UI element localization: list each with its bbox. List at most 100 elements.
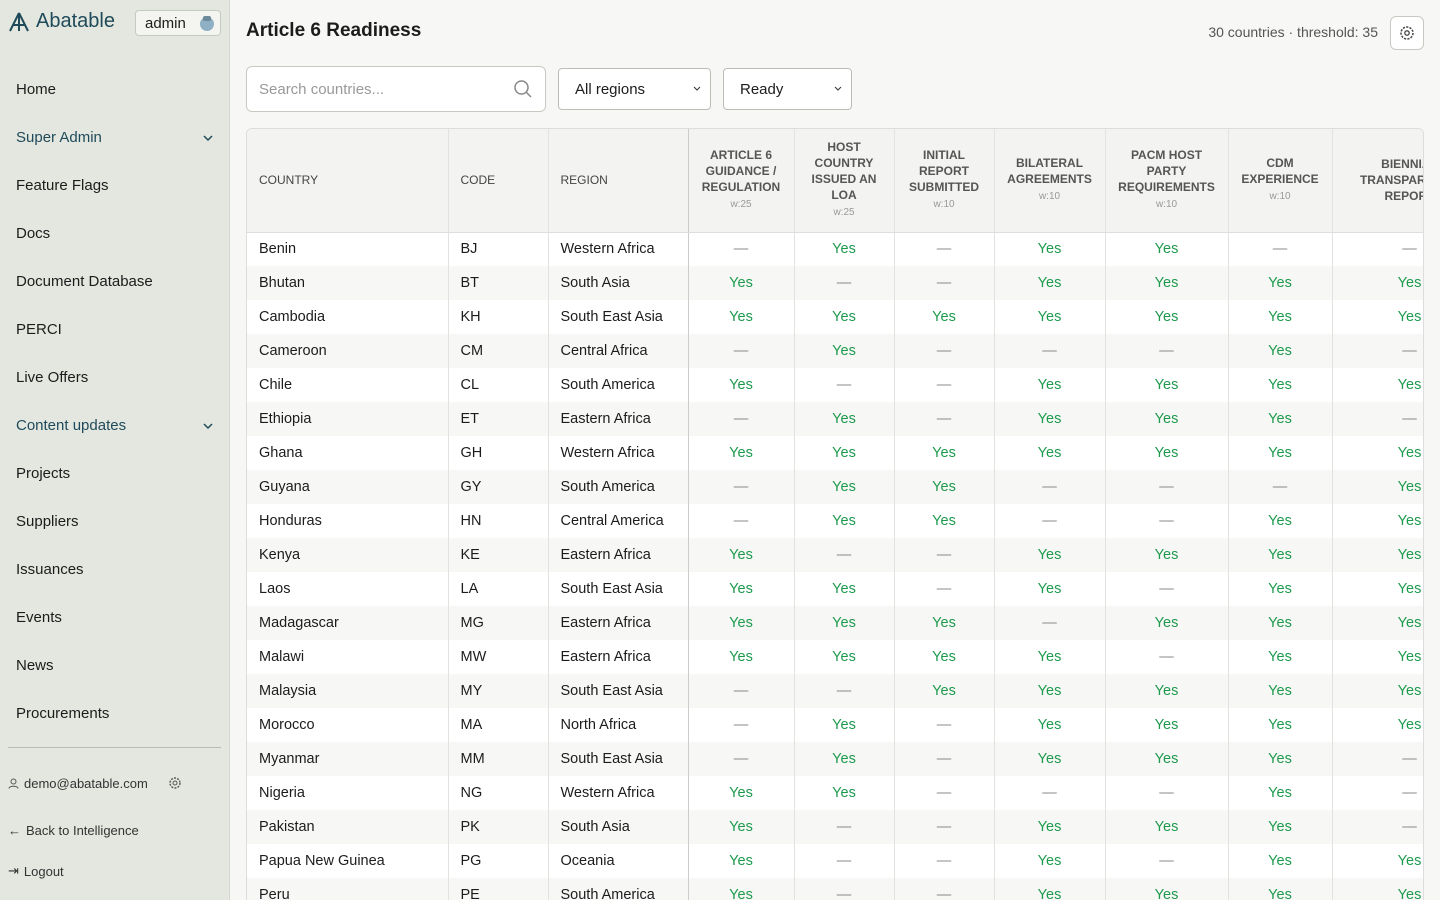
criterion-cell: — [688,334,795,368]
criterion-cell: Yes [994,300,1106,334]
criterion-cell: — [1332,810,1423,844]
back-link[interactable]: ← Back to Intelligence [8,823,139,838]
nav-item[interactable]: Projects [0,449,230,497]
logout-link[interactable]: ⇥ Logout [8,863,64,879]
criterion-cell: Yes [1332,606,1423,640]
region-cell: South America [548,368,689,402]
status-select[interactable]: Ready [723,68,852,110]
code-cell: MM [448,742,549,776]
column-header: CDM EXPERIENCE w:10 [1228,129,1333,233]
table-row: Kenya KE Eastern Africa Yes — — Yes Yes Yes Yes [247,538,1423,572]
status-value: Ready [740,80,784,98]
criterion-cell: Yes [994,708,1106,742]
criterion-cell: Yes [794,640,895,674]
criterion-cell: — [794,810,895,844]
column-header: BILATERAL AGREEMENTS w:10 [994,129,1106,233]
column-header: CODE [448,129,549,233]
nav-item[interactable]: News [0,641,230,689]
table-row: Cambodia KH South East Asia Yes Yes Yes Yes Yes… [247,300,1423,334]
readiness-table: COUNTRY CODE REGION ARTICLE 6 GUIDANCE / RE… [247,129,1423,900]
search-input[interactable]: Search countries... [246,66,546,112]
country-cell: Myanmar [247,742,449,776]
criterion-cell: — [688,708,795,742]
criterion-cell: — [1105,640,1229,674]
region-select[interactable]: All regions [558,68,711,110]
region-cell: Eastern Africa [548,538,689,572]
chevron [202,129,214,146]
nav-item[interactable]: Issuances [0,545,230,593]
criterion-cell: Yes [994,266,1106,300]
nav-item[interactable]: Live Offers [0,353,230,401]
nav-label: Procurements [16,704,110,722]
brand-name: Abatable [36,10,115,32]
nav-item[interactable]: Home [0,65,230,113]
criterion-cell: — [894,844,995,878]
criterion-cell: — [894,538,995,572]
nav-label: Super Admin [16,128,102,146]
nav-item[interactable]: Events [0,593,230,641]
criterion-cell: — [688,470,795,504]
nav-label: Projects [16,464,71,482]
table-row: Peru PE South America Yes — — Yes Yes Yes Yes [247,878,1423,900]
criterion-cell: Yes [1228,368,1333,402]
criterion-cell: Yes [1332,878,1423,900]
criterion-cell: Yes [994,538,1106,572]
brand[interactable]: Abatable [8,10,115,33]
table-row: Nigeria NG Western Africa Yes Yes — — — Yes — [247,776,1423,810]
code-cell: GY [448,470,549,504]
country-cell: Pakistan [247,810,449,844]
region-cell: South East Asia [548,742,689,776]
nav-item[interactable]: Feature Flags [0,161,230,209]
code-cell: CL [448,368,549,402]
criterion-cell: — [1332,232,1423,266]
criterion-cell: Yes [1105,878,1229,900]
column-weight: w:10 [1155,199,1178,211]
column-label: ARTICLE 6 GUIDANCE / REGULATION [701,148,781,195]
nav-item[interactable]: Procurements [0,689,230,737]
criterion-cell: Yes [1332,538,1423,572]
criterion-cell: — [894,776,995,810]
criterion-cell: — [994,776,1106,810]
nav-item[interactable]: Super Admin [0,113,230,161]
chevron [693,86,701,91]
criterion-cell: — [894,334,995,368]
criterion-cell: — [794,844,895,878]
column-weight: w:25 [833,207,855,219]
criterion-cell: Yes [1332,470,1423,504]
nav-label: News [16,656,54,674]
nav-item[interactable]: Content updates [0,401,230,449]
criterion-cell: Yes [1332,436,1423,470]
main: Article 6 Readiness 30 countries · thres… [230,0,1440,900]
search-icon [514,80,532,98]
nav-item[interactable]: Docs [0,209,230,257]
criterion-cell: Yes [1228,742,1333,776]
criterion-cell: Yes [794,606,895,640]
chevron-icon [203,422,213,429]
code-cell: MW [448,640,549,674]
nav-item[interactable]: Document Database [0,257,230,305]
criterion-cell: Yes [688,606,795,640]
criterion-cell: — [994,334,1106,368]
criterion-cell: Yes [794,402,895,436]
criterion-cell: Yes [1105,232,1229,266]
nav-item[interactable]: PERCI [0,305,230,353]
criterion-cell: Yes [688,538,795,572]
criterion-cell: Yes [1332,674,1423,708]
criterion-cell: — [688,402,795,436]
settings-icon[interactable] [153,775,183,791]
criterion-cell: Yes [994,232,1106,266]
role-badge[interactable]: admin [135,10,221,36]
criterion-cell: — [994,606,1106,640]
country-cell: Ethiopia [247,402,449,436]
criterion-cell: Yes [994,436,1106,470]
nav-item[interactable]: Suppliers [0,497,230,545]
settings-button[interactable] [1390,16,1424,50]
region-cell: Eastern Africa [548,402,689,436]
table-row: Benin BJ Western Africa — Yes — Yes Yes — — [247,232,1423,266]
criterion-cell: Yes [794,776,895,810]
criterion-cell: Yes [1228,810,1333,844]
criterion-cell: Yes [1332,266,1423,300]
region-cell: Eastern Africa [548,606,689,640]
criterion-cell: Yes [794,504,895,538]
region-cell: Western Africa [548,776,689,810]
